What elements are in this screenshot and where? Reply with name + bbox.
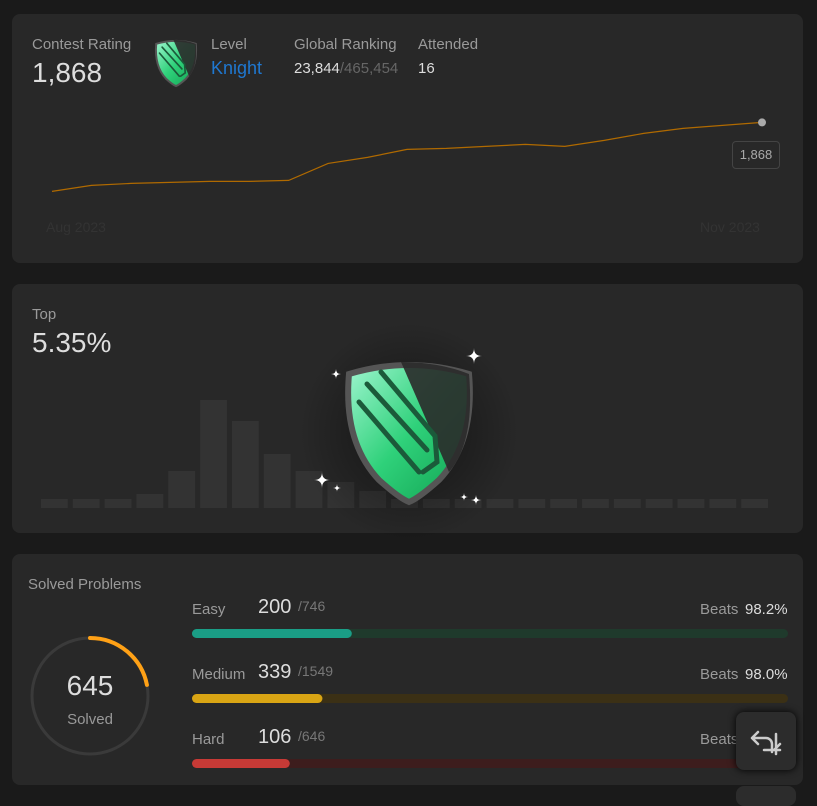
rating-line — [51, 121, 763, 192]
level-name: Easy — [192, 601, 226, 618]
sparkle — [466, 348, 482, 364]
ranking-total: /465,454 — [339, 60, 399, 77]
bar — [550, 499, 578, 508]
progress-bar — [192, 759, 290, 768]
badge — [345, 362, 473, 506]
solved-count: 645 — [66, 670, 114, 701]
level-solved: 339 — [258, 661, 292, 683]
label: Attended — [418, 36, 479, 53]
tooltip: 1,868 — [732, 141, 780, 169]
ranking: 23,844/465,454 — [294, 60, 398, 77]
label: Contest Rating — [32, 36, 132, 53]
bar — [104, 499, 132, 508]
ranking-value: 23,844 — [294, 60, 340, 77]
ring-progress — [88, 636, 149, 687]
sparkle — [460, 493, 468, 501]
badge-hand — [356, 369, 440, 475]
sparkle — [314, 472, 330, 488]
level-solved: 200 — [258, 596, 292, 618]
level-solved: 106 — [258, 726, 292, 748]
switch-icon — [750, 730, 782, 756]
bar — [709, 499, 737, 508]
bar — [72, 499, 100, 508]
x-label: Aug 2023 — [46, 219, 106, 235]
contest-card — [12, 14, 803, 263]
badge-dark — [401, 362, 471, 472]
bar — [41, 499, 68, 508]
bar — [231, 421, 259, 508]
sparkle — [331, 369, 341, 379]
beats-label: Beats — [700, 666, 739, 683]
beats-label: Beats — [700, 731, 739, 748]
level-total: /646 — [298, 728, 326, 744]
beats-label: Beats — [700, 601, 739, 618]
badge-hand — [158, 42, 187, 78]
level: Knight — [211, 58, 263, 78]
badge — [154, 39, 198, 88]
solved-label: Solved — [67, 711, 113, 728]
x-label: Nov 2023 — [700, 219, 760, 235]
level-total: /746 — [298, 598, 326, 614]
progress-bar — [192, 629, 352, 638]
bar — [613, 499, 641, 508]
bar — [168, 471, 196, 508]
sparkle — [471, 495, 481, 505]
label: Top — [32, 306, 57, 323]
button[interactable] — [736, 786, 796, 806]
label: Level — [211, 36, 247, 53]
bar — [741, 499, 768, 508]
attended: 16 — [418, 60, 435, 77]
label: Solved Problems — [28, 576, 142, 593]
top-value: 5.35% — [32, 327, 112, 358]
rating: 1,868 — [32, 57, 103, 88]
level-name: Medium — [192, 666, 246, 683]
label: Global Ranking — [294, 36, 397, 53]
sparkle — [333, 484, 341, 492]
badge-dark — [173, 39, 197, 77]
bar — [518, 499, 546, 508]
beats-value: 98.0% — [745, 666, 788, 683]
bar — [200, 400, 227, 508]
bar — [645, 499, 673, 508]
bar — [677, 499, 705, 508]
bar — [582, 499, 609, 508]
beats-value: 98.2% — [745, 601, 788, 618]
last-point — [758, 118, 766, 127]
bar — [486, 499, 514, 508]
level-total: /1549 — [298, 663, 334, 679]
switch-button[interactable] — [736, 712, 796, 770]
level-name: Hard — [192, 731, 225, 748]
bar — [263, 454, 291, 508]
bar — [136, 494, 164, 508]
progress-track — [192, 694, 788, 703]
progress-track — [192, 759, 788, 768]
progress-bar — [192, 694, 323, 703]
